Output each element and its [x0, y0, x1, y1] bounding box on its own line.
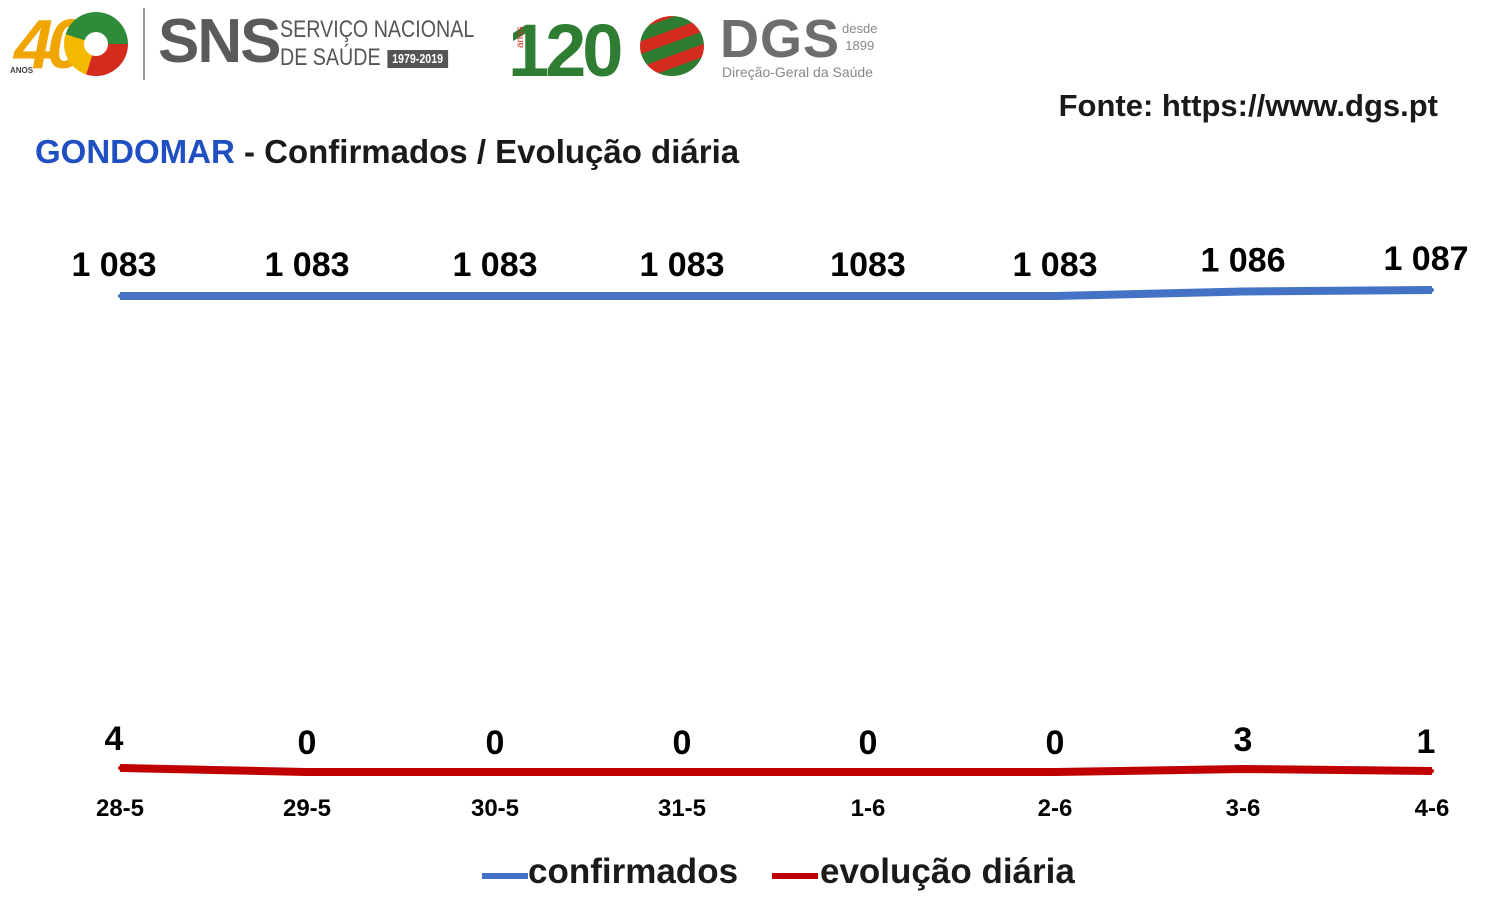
data-point-0-2 [493, 294, 497, 298]
data-label-1-2: 0 [486, 724, 505, 762]
x-tick-label-0: 28-5 [96, 795, 144, 822]
sns-name-line2: DE SAÚDE [280, 44, 381, 71]
data-point-0-4 [866, 294, 870, 298]
dgs-subtitle: Direção-Geral da Saúde [722, 64, 873, 80]
data-point-1-4 [866, 770, 870, 774]
x-tick-label-2: 30-5 [471, 795, 519, 822]
data-point-1-3 [680, 770, 684, 774]
data-label-1-3: 0 [673, 724, 692, 762]
data-point-0-7 [1430, 288, 1434, 292]
data-point-1-1 [305, 770, 309, 774]
x-tick-label-3: 31-5 [658, 795, 706, 822]
sns-years-badge: 1979-2019 [387, 49, 448, 68]
data-label-0-4: 1083 [830, 246, 906, 284]
series-line-1 [119, 764, 1433, 776]
data-point-0-0 [118, 294, 122, 298]
dgs-since-word: desde [842, 21, 878, 36]
legend-label-confirmados: confirmados [528, 852, 739, 891]
data-label-0-0: 1 083 [71, 246, 156, 284]
chart-title-place: GONDOMAR [35, 133, 235, 170]
legend-swatch-confirmados [482, 873, 528, 879]
data-label-1-6: 3 [1234, 721, 1253, 759]
data-point-1-6 [1241, 767, 1245, 771]
legend-label-evolucao: evolução diária [820, 852, 1075, 891]
sns-full-name: SERVIÇO NACIONAL DE SAÚDE 1979-2019 [280, 16, 474, 72]
logo-anos-label: ANOS [10, 66, 34, 75]
chart-title-rest: - Confirmados / Evolução diária [234, 133, 740, 170]
x-tick-label-5: 2-6 [1038, 795, 1073, 822]
data-label-0-6: 1 086 [1200, 242, 1285, 280]
data-label-1-0: 4 [105, 720, 124, 758]
data-label-1-7: 1 [1417, 723, 1436, 761]
data-label-1-4: 0 [859, 724, 878, 762]
data-point-1-2 [493, 770, 497, 774]
data-point-1-7 [1430, 769, 1434, 773]
data-point-0-1 [305, 294, 309, 298]
series-line-0 [120, 286, 1433, 300]
x-tick-label-7: 4-6 [1415, 795, 1450, 822]
data-label-1-5: 0 [1046, 724, 1065, 762]
data-point-1-5 [1053, 770, 1057, 774]
dgs-acronym: DGS [720, 9, 841, 69]
dgs-120-number: 120 [508, 9, 623, 92]
sns-name-line1: SERVIÇO NACIONAL [280, 16, 475, 43]
data-point-0-5 [1053, 294, 1057, 298]
dgs-globe-icon [640, 16, 704, 76]
legend-swatch-evolucao [772, 873, 818, 879]
data-point-0-6 [1241, 289, 1245, 294]
data-label-1-1: 0 [298, 724, 317, 762]
dgs-120-logo: 120 [508, 8, 623, 93]
logo-divider [143, 8, 145, 80]
x-tick-label-4: 1-6 [851, 795, 886, 822]
chart-title: GONDOMAR - Confirmados / Evolução diária [35, 133, 739, 171]
chart-legend: confirmados evolução diária [0, 852, 1488, 898]
data-label-0-5: 1 083 [1012, 246, 1097, 284]
logo-ring-icon [64, 12, 128, 76]
source-link[interactable]: Fonte: https://www.dgs.pt [1058, 88, 1438, 123]
data-label-0-7: 1 087 [1383, 240, 1468, 278]
dgs-since-year: 1899 [845, 38, 875, 53]
data-label-0-2: 1 083 [452, 246, 537, 284]
dgs-since: desde 1899 [842, 20, 877, 54]
data-point-0-3 [680, 294, 684, 298]
x-tick-label-1: 29-5 [283, 795, 331, 822]
data-label-0-1: 1 083 [264, 246, 349, 284]
data-label-0-3: 1 083 [639, 246, 724, 284]
data-point-1-0 [118, 766, 122, 770]
header: 40 ANOS SNS SERVIÇO NACIONAL DE SAÚDE 197… [0, 0, 1488, 95]
x-tick-label-6: 3-6 [1226, 795, 1261, 822]
sns-acronym: SNS [158, 7, 281, 76]
sns-40-years-logo: 40 ANOS [6, 5, 136, 83]
